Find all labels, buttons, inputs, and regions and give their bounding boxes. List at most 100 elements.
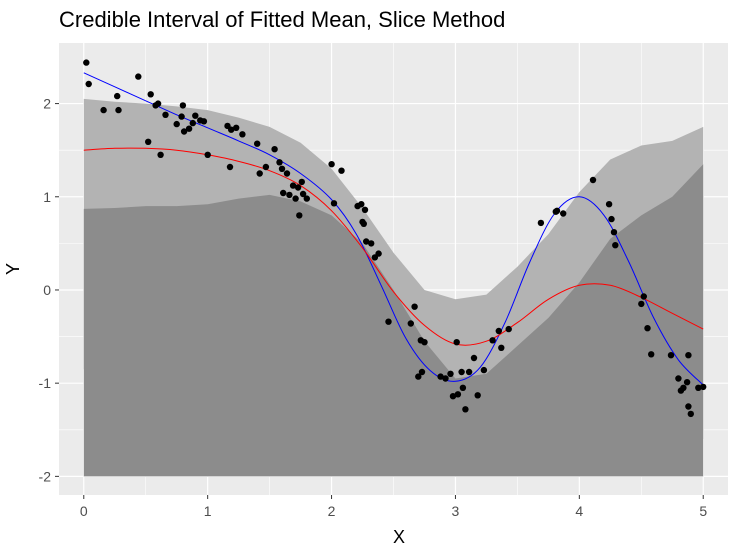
data-point [256, 170, 263, 177]
data-point [363, 238, 370, 245]
data-point [157, 151, 164, 158]
true-mean-line [83, 72, 704, 386]
data-point [411, 303, 418, 310]
data-point [180, 128, 188, 135]
credible-bands [83, 98, 704, 477]
data-point [226, 163, 234, 171]
data-point [480, 366, 488, 374]
data-point [114, 92, 121, 100]
data-point [505, 325, 512, 333]
y-tick-label: 2 [43, 96, 51, 112]
data-point [283, 170, 291, 177]
data-point [415, 373, 422, 380]
x-axis-title: X [393, 527, 405, 547]
data-point [640, 293, 647, 300]
data-point [638, 300, 645, 308]
x-tick-label: 2 [328, 503, 336, 519]
x-tick-label: 5 [699, 503, 707, 519]
data-point [276, 159, 283, 166]
data-point [700, 383, 707, 391]
data-point [233, 124, 240, 131]
data-point [465, 368, 473, 376]
data-point [262, 163, 270, 171]
data-point [560, 210, 567, 217]
y-axis-title: Y [3, 263, 23, 275]
y-tick-label: 1 [43, 189, 51, 205]
data-point [179, 102, 187, 109]
data-point [680, 384, 687, 391]
data-point [135, 73, 142, 80]
x-tick-label: 4 [575, 503, 583, 519]
data-point [192, 112, 199, 119]
data-point [271, 146, 278, 153]
data-point [437, 373, 444, 380]
data-point [147, 91, 154, 98]
data-point [292, 195, 299, 202]
data-point [498, 344, 505, 351]
data-point [453, 339, 460, 346]
mean-lines [83, 72, 704, 386]
y-tick-label: 0 [43, 282, 51, 298]
data-point [454, 391, 462, 398]
data-point [239, 131, 246, 138]
data-point [407, 320, 414, 327]
data-point [83, 59, 90, 66]
x-axis: 0 1 2 3 4 5 [80, 495, 707, 519]
data-point [178, 113, 185, 120]
data-point [495, 327, 502, 335]
data-point [385, 318, 392, 325]
data-point [204, 151, 211, 158]
data-point [368, 240, 375, 247]
x-tick-label: 1 [204, 503, 212, 519]
data-point [489, 337, 496, 344]
data-point [200, 118, 208, 125]
data-point [286, 191, 293, 199]
data-point [185, 125, 193, 132]
data-point [675, 375, 682, 382]
data-point [173, 120, 180, 128]
data-point [115, 106, 122, 114]
data-point [189, 119, 196, 127]
data-point [459, 384, 467, 391]
y-tick-label: -2 [39, 468, 52, 484]
data-point [361, 206, 369, 213]
data-point [667, 352, 675, 359]
data-point [338, 167, 345, 174]
data-point [298, 178, 305, 186]
data-point [610, 229, 618, 236]
data-point [462, 406, 469, 413]
data-point [695, 384, 702, 391]
data-point [375, 250, 382, 257]
data-point [447, 370, 454, 377]
data-point [605, 201, 613, 208]
data-point [470, 354, 478, 362]
data-point [442, 375, 449, 382]
data-point [685, 352, 692, 359]
chart-title: Credible Interval of Fitted Mean, Slice … [59, 7, 506, 32]
data-point [330, 200, 338, 207]
credible-band-inner [83, 164, 704, 477]
data-point [683, 379, 691, 386]
y-axis: -2 -1 0 1 2 [39, 96, 59, 484]
data-point [154, 100, 162, 107]
data-point [553, 207, 561, 214]
data-point [458, 368, 465, 376]
data-point [474, 392, 481, 399]
data-point [100, 106, 107, 114]
data-point [289, 182, 297, 189]
data-point [145, 138, 152, 145]
x-tick-label: 0 [80, 503, 88, 519]
y-tick-label: -1 [39, 375, 52, 391]
data-point [418, 368, 426, 376]
data-point [687, 410, 694, 418]
data-point [537, 219, 545, 227]
data-point [296, 212, 303, 219]
data-point [328, 161, 335, 168]
data-point [254, 140, 261, 147]
data-point [299, 190, 307, 198]
data-point [294, 184, 302, 191]
data-point [228, 126, 235, 133]
data-point [608, 215, 615, 223]
data-points [83, 59, 707, 418]
